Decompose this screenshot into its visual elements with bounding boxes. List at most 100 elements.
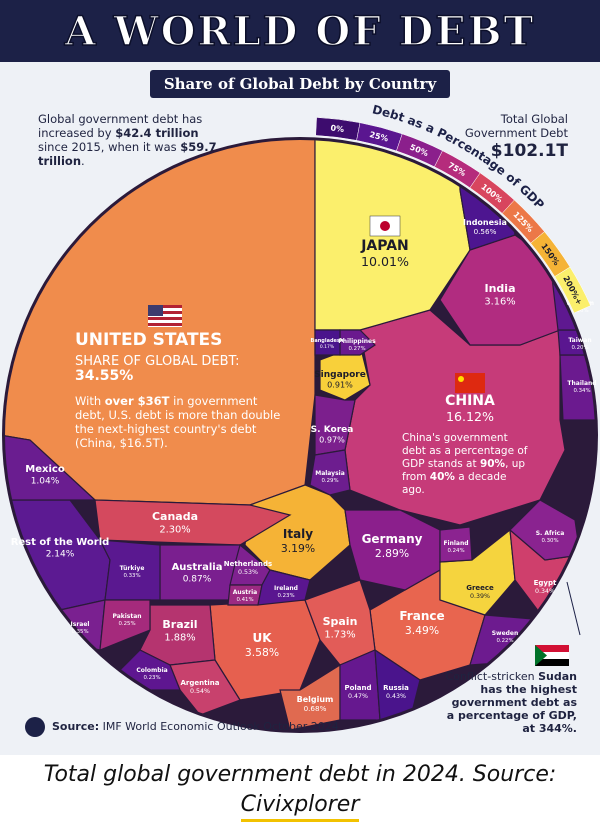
cell-value: 0.25%	[118, 621, 135, 627]
intro-text: Global government debt has increased by	[38, 112, 203, 140]
cell-value: 0.47%	[348, 693, 368, 700]
cell-name: Singapore	[314, 370, 366, 380]
us-flag	[148, 305, 182, 327]
legend-label: 0%	[330, 123, 345, 134]
cell-value: 2.89%	[375, 547, 409, 560]
cell-value: 3.19%	[281, 542, 315, 555]
cell-name: Rest of the World	[11, 537, 110, 548]
cell-name: Germany	[362, 532, 423, 546]
caption: Total global government debt in 2024. So…	[43, 762, 557, 787]
china-text: , up from	[402, 458, 526, 483]
cell-value: 0.54%	[190, 688, 210, 695]
title: A WORLD OF DEBT	[64, 8, 536, 55]
country-cell	[314, 329, 341, 356]
cell-name: Israel	[71, 621, 90, 628]
cell-name: Canada	[152, 510, 198, 523]
cell-value: 0.35%	[71, 629, 88, 635]
caption-link[interactable]: Civixplorer	[240, 792, 360, 822]
sudan-text: Conflict-stricken	[445, 670, 539, 683]
cell-name: Australia	[172, 562, 223, 573]
cell-name: Türkiye	[120, 565, 145, 572]
us-share-label: SHARE OF GLOBAL DEBT:	[75, 354, 240, 369]
cell-name: Taiwan	[568, 337, 591, 344]
cell-name: Indonesia	[463, 218, 507, 227]
cell-value: 0.68%	[304, 704, 327, 713]
cell-value: 0.53%	[238, 569, 258, 576]
cell-name: Austria	[233, 589, 257, 596]
cell-value: 0.97%	[319, 434, 345, 444]
cell-name: UK	[252, 631, 272, 645]
country-cell	[94, 499, 292, 546]
us-share-value: 34.55%	[75, 368, 134, 384]
cell-value: 0.39%	[470, 593, 490, 600]
intro-bold: $59.7 trillion	[38, 140, 217, 168]
cell-name: S. Korea	[311, 425, 354, 435]
legend-swatch	[554, 266, 591, 314]
country-cell	[314, 394, 356, 456]
cell-value: 2.14%	[46, 550, 75, 560]
country-cell	[344, 509, 441, 591]
header-band	[0, 0, 600, 62]
sudan-bold: Sudan has the highest government debt as…	[446, 670, 577, 735]
china-text: a decade ago.	[402, 471, 507, 496]
cell-value: 0.16%	[571, 308, 588, 314]
cell-value: 1.88%	[164, 633, 195, 644]
cell-name: Thailand	[567, 380, 596, 387]
total-value: $102.1T	[490, 141, 568, 161]
us-text: in government debt, U.S. debt is more th…	[75, 394, 281, 450]
cell-name: Pakistan	[112, 613, 141, 620]
cell-value: 0.23%	[143, 675, 160, 681]
cell-name: Belgium	[297, 695, 334, 704]
cell-value: 0.17%	[320, 344, 335, 350]
cell-name: Italy	[283, 527, 313, 541]
subtitle: Share of Global Debt by Country	[164, 75, 438, 93]
cell-value: 3.16%	[484, 297, 515, 308]
cell-value: 1.04%	[31, 477, 60, 487]
intro-note: Global government debt has increased by …	[38, 112, 228, 168]
china-text: China's government debt as a percentage …	[402, 432, 528, 470]
cell-value: 0.20%	[571, 345, 588, 351]
country-cell	[257, 569, 311, 606]
china-bold: 40%	[429, 471, 455, 483]
china-flag	[455, 373, 485, 393]
cell-name: Brazil	[162, 618, 197, 631]
cell-value: 0.33%	[123, 573, 140, 579]
cell-value: 1.73%	[324, 630, 355, 641]
cell-value: 0.34%	[535, 588, 555, 595]
cell-name: Malaysia	[315, 470, 345, 477]
country-cell	[509, 499, 581, 561]
cell-name: Egypt	[534, 579, 557, 587]
source: Source: IMF World Economic Outlook Octob…	[52, 720, 339, 734]
cell-name: Poland	[344, 684, 371, 692]
china-note: China's government debt as a percentage …	[402, 432, 532, 497]
country-cell	[309, 449, 351, 496]
cell-name: CHINA	[445, 393, 495, 409]
cell-value: 0.27%	[348, 346, 365, 352]
cell-value: 0.43%	[386, 693, 406, 700]
cell-name: Ireland	[274, 585, 298, 592]
cell-name: Philippines	[338, 338, 376, 345]
cell-name: Russia	[383, 684, 409, 692]
country-cell	[439, 526, 473, 563]
logo	[25, 717, 45, 737]
cell-name: India	[485, 282, 516, 295]
sudan-note: Conflict-stricken Sudan has the highest …	[442, 670, 577, 735]
cell-name: Mexico	[25, 464, 65, 475]
intro-bold: $42.4 trillion	[115, 126, 199, 140]
us-text: With	[75, 394, 105, 408]
source-label: Source:	[52, 720, 100, 733]
total-note: Total Global Government Debt $102.1T	[458, 112, 568, 161]
cell-value: 0.29%	[321, 478, 338, 484]
cell-name: Finland	[443, 540, 468, 547]
subtitle-banner	[150, 70, 450, 98]
cell-value: 0.87%	[183, 575, 212, 585]
intro-text: since 2015, when it was	[38, 140, 181, 154]
cell-name: Sweden	[492, 630, 519, 637]
cell-value: 0.91%	[327, 379, 353, 389]
cell-name: Netherlands	[224, 560, 272, 568]
us-bold: over $36T	[104, 394, 170, 408]
sudan-flag	[535, 645, 569, 666]
caption-link-row: Civixplorer	[0, 792, 600, 822]
